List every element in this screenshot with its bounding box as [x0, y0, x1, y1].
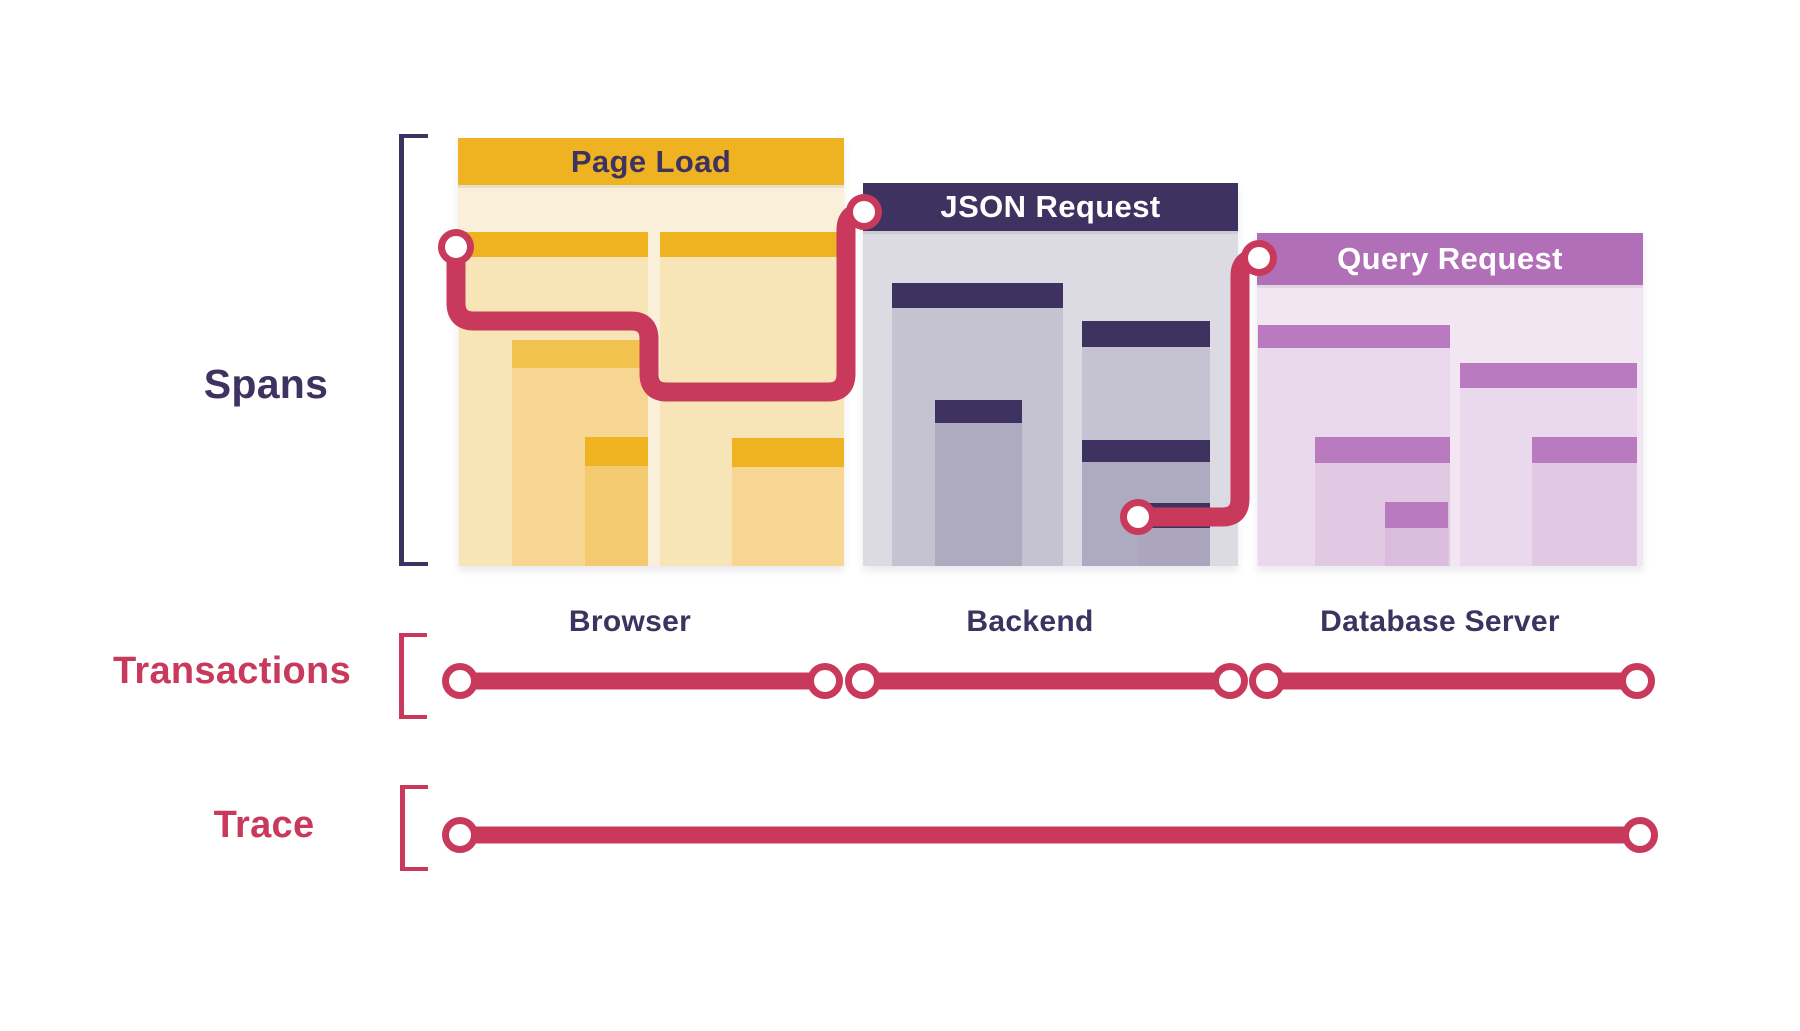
query-request-block: Query Request [1257, 233, 1643, 566]
transaction-node-icon [1619, 663, 1655, 699]
transaction-node-icon [845, 663, 881, 699]
span-start-node-icon [438, 229, 474, 265]
span-query-node-icon [1241, 240, 1277, 276]
span-bar [1082, 321, 1210, 440]
transactions-bracket [399, 633, 427, 719]
service-label-database-server: Database Server [1320, 605, 1560, 638]
service-label-backend: Backend [966, 605, 1094, 638]
trace-node-icon [1622, 817, 1658, 853]
transaction-node-icon [1212, 663, 1248, 699]
span-bar [732, 438, 844, 566]
query-request-header: Query Request [1257, 233, 1643, 285]
trace-row-label: Trace [213, 804, 315, 846]
service-label-browser: Browser [568, 605, 692, 638]
span-json-node-icon [846, 194, 882, 230]
spans-bracket [399, 134, 428, 566]
trace-node-icon [442, 817, 478, 853]
span-path-browser-to-backend [446, 202, 865, 402]
span-bar [1385, 502, 1448, 566]
span-bar [935, 400, 1022, 566]
json-request-block: JSON Request [863, 183, 1238, 566]
transaction-node-icon [442, 663, 478, 699]
span-path-backend-to-database [1138, 248, 1259, 527]
transactions-row-label: Transactions [112, 650, 352, 692]
span-bar [585, 437, 648, 566]
span-bar [1532, 437, 1637, 566]
transaction-node-icon [807, 663, 843, 699]
json-request-header: JSON Request [863, 183, 1238, 231]
page-load-header: Page Load [458, 138, 844, 185]
page-load-title: Page Load [570, 143, 732, 179]
query-request-title: Query Request [1337, 241, 1563, 276]
transaction-node-icon [1249, 663, 1285, 699]
span-backend-exit-node-icon [1120, 499, 1156, 535]
json-request-title: JSON Request [940, 189, 1161, 224]
trace-bracket [400, 785, 428, 871]
spans-row-label: Spans [203, 361, 329, 407]
